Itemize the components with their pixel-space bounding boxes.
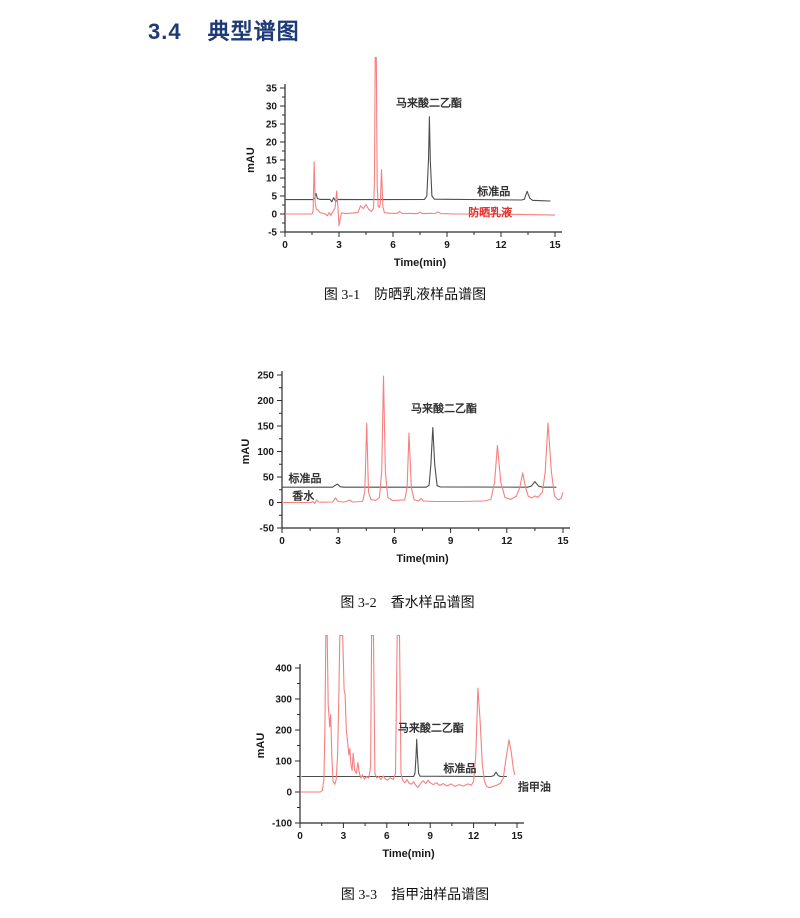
axes: 0 3 6 9 12 15 -100 0 100 200 300 400 Time(min) mAU	[255, 664, 524, 860]
x-tick-label: 12	[495, 240, 507, 251]
trace-指甲油	[300, 634, 516, 793]
y-tick-label: 30	[266, 102, 278, 113]
y-axis-title: mAU	[255, 733, 267, 759]
y-tick-label: 100	[275, 757, 292, 768]
x-tick-label: 0	[297, 831, 303, 842]
annotation-label: 标准品	[476, 184, 510, 198]
annotation-label: 马来酸二乙酯	[411, 401, 477, 415]
figure-3-3-caption: 图 3-3 指甲油样品谱图	[340, 888, 490, 903]
x-tick-label: 9	[448, 536, 454, 547]
y-tick-label: -50	[260, 524, 275, 535]
annotation-label: 马来酸二乙酯	[396, 96, 462, 110]
x-tick-label: 0	[279, 536, 285, 547]
figure-3-3-chart: 0 3 6 9 12 15 -100 0 100 200 300 400 Time(min) mAU 马来酸…	[250, 623, 580, 868]
x-tick-label: 6	[390, 240, 396, 251]
figure-3-2-chart: 0 3 6 9 12 15 -50 0 50 100 150 200 250 Time(min) mAU 马来…	[235, 360, 580, 575]
section-number: 3.4	[148, 19, 182, 44]
y-axis-title: mAU	[240, 439, 252, 465]
y-tick-label: 5	[271, 192, 277, 203]
traces	[285, 56, 556, 227]
y-tick-label: 250	[257, 371, 274, 382]
x-tick-label: 12	[501, 536, 513, 547]
x-tick-label: 3	[335, 536, 341, 547]
y-tick-label: 15	[266, 156, 278, 167]
axes: 0 3 6 9 12 15 -5 0 5 10 15 20 25 30 35 Time(min) mAU	[245, 84, 562, 269]
y-tick-label: 200	[257, 396, 274, 407]
x-tick-label: 9	[427, 831, 433, 842]
figure-3-1-chart: 0 3 6 9 12 15 -5 0 5 10 15 20 25 30 35 Time(min) mAU 马来酸二…	[240, 50, 570, 269]
x-tick-label: 12	[468, 831, 480, 842]
x-tick-label: 15	[549, 240, 561, 251]
chromatogram-nail-polish: 0 3 6 9 12 15 -100 0 100 200 300 400 Time(min) mAU 马来酸…	[255, 634, 551, 860]
annotation-label: 标准品	[288, 471, 322, 485]
y-tick-label: 400	[275, 664, 292, 675]
y-tick-label: 150	[257, 422, 274, 433]
y-tick-label: 0	[271, 210, 277, 221]
y-tick-label: 200	[275, 726, 292, 737]
y-tick-label: 25	[266, 120, 278, 131]
trace-标准品	[301, 738, 507, 778]
chromatogram-sunscreen: 0 3 6 9 12 15 -5 0 5 10 15 20 25 30 35 Time(min) mAU 马来酸二…	[245, 56, 562, 269]
trace-香水	[282, 375, 564, 505]
x-tick-label: 3	[336, 240, 342, 251]
traces	[300, 634, 516, 793]
section-heading: 3.4 典型谱图	[148, 14, 300, 46]
annotation-label: 指甲油	[518, 779, 551, 793]
x-tick-label: 6	[384, 831, 390, 842]
trace-标准品	[285, 116, 551, 203]
x-tick-label: 6	[392, 536, 398, 547]
annotation-label: 标准品	[442, 761, 476, 775]
y-tick-label: 35	[266, 84, 278, 95]
y-tick-label: 300	[275, 695, 292, 706]
annotation-label: 香水	[291, 488, 315, 502]
annotation-label: 马来酸二乙酯	[398, 721, 464, 735]
figure-3-2-caption: 图 3-2 香水样品谱图	[340, 596, 475, 611]
y-tick-label: 50	[263, 473, 275, 484]
x-tick-label: 9	[444, 240, 450, 251]
x-axis-title: Time(min)	[396, 553, 449, 565]
x-axis-title: Time(min)	[394, 257, 447, 269]
x-tick-label: 15	[511, 831, 523, 842]
y-tick-label: 100	[257, 447, 274, 458]
y-tick-label: -100	[272, 819, 292, 830]
x-tick-label: 0	[282, 240, 288, 251]
x-tick-label: 15	[557, 536, 569, 547]
trace-防晒乳液	[285, 56, 556, 227]
y-tick-label: 0	[268, 498, 274, 509]
y-tick-label: 10	[266, 174, 278, 185]
chromatogram-perfume: 0 3 6 9 12 15 -50 0 50 100 150 200 250 Time(min) mAU 马来…	[240, 371, 570, 565]
trace-标准品	[282, 426, 557, 488]
y-axis-title: mAU	[245, 147, 257, 173]
y-tick-label: 20	[266, 138, 278, 149]
annotation-label: 防晒乳液	[468, 205, 513, 219]
figure-3-1-caption: 图 3-1 防晒乳液样品谱图	[323, 288, 487, 303]
y-tick-label: 0	[286, 788, 292, 799]
x-tick-label: 3	[341, 831, 347, 842]
section-title: 典型谱图	[207, 19, 300, 44]
y-tick-label: -5	[268, 228, 277, 239]
axes: 0 3 6 9 12 15 -50 0 50 100 150 200 250 Time(min) mAU	[240, 371, 570, 565]
x-axis-title: Time(min)	[382, 848, 435, 860]
traces	[282, 375, 564, 505]
